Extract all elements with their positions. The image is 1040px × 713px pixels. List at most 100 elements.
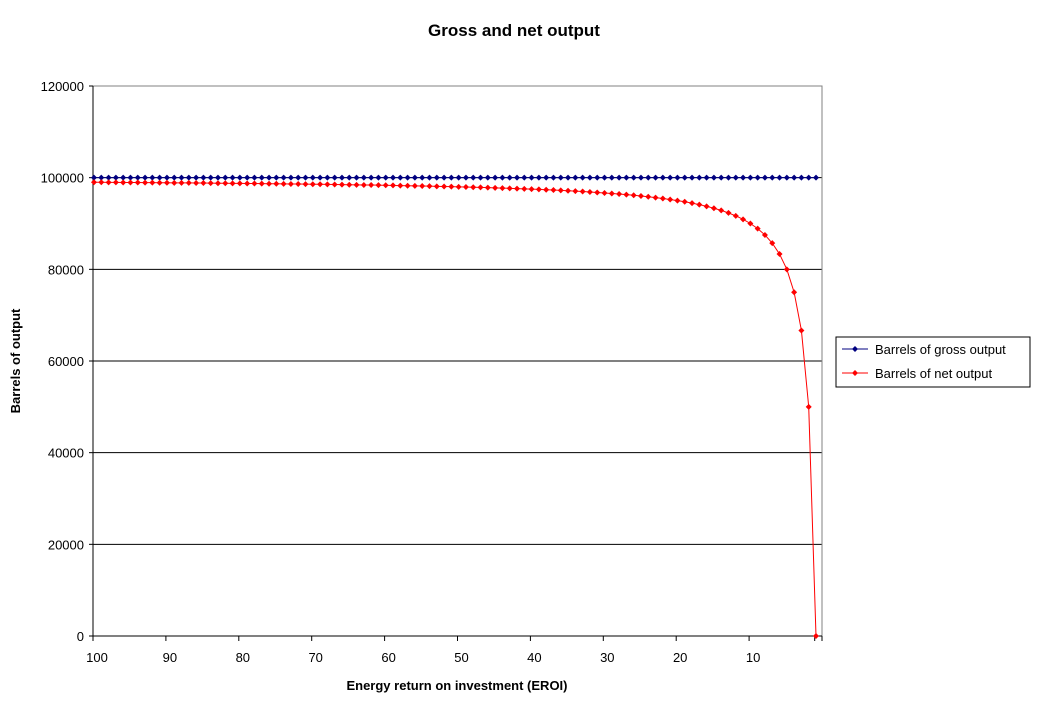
data-point <box>127 174 134 181</box>
data-point <box>477 174 484 181</box>
data-point <box>506 174 513 181</box>
data-point <box>229 180 236 187</box>
legend-marker-gross <box>852 346 858 352</box>
data-point <box>637 193 644 199</box>
data-point <box>207 180 214 187</box>
data-point <box>156 174 163 181</box>
data-point <box>287 180 294 187</box>
data-point <box>594 174 601 181</box>
y-tick-labels: 0 20000 40000 60000 80000 100000 120000 <box>41 79 84 644</box>
data-point <box>163 179 170 186</box>
data-point <box>572 188 579 195</box>
data-point <box>579 188 586 195</box>
data-point <box>185 174 192 181</box>
data-point <box>120 174 127 181</box>
data-point <box>630 192 637 199</box>
data-point <box>178 174 185 181</box>
data-point <box>710 205 717 212</box>
data-point <box>732 212 739 219</box>
data-point <box>608 190 615 197</box>
x-tick-label: 80 <box>236 650 250 665</box>
x-tick-label: 10 <box>746 650 760 665</box>
y-tick-label: 80000 <box>48 262 84 277</box>
data-point <box>375 182 382 189</box>
data-point <box>360 174 367 181</box>
legend-label-gross: Barrels of gross output <box>875 342 1006 357</box>
data-point <box>703 203 710 210</box>
data-point <box>404 182 411 189</box>
data-point <box>171 179 178 186</box>
data-point <box>667 196 674 203</box>
y-tick-label: 40000 <box>48 446 84 461</box>
gridlines <box>93 85 822 545</box>
data-point <box>338 181 345 188</box>
y-axis-label: Barrels of output <box>8 308 23 413</box>
data-point <box>740 174 747 181</box>
data-point <box>652 194 659 201</box>
series-layer <box>91 174 819 639</box>
legend-box <box>835 336 1031 388</box>
data-point <box>353 181 360 188</box>
data-point <box>309 174 316 181</box>
data-point <box>572 174 579 181</box>
data-point <box>535 174 542 181</box>
data-point <box>725 209 732 216</box>
data-point <box>266 174 273 181</box>
data-point <box>222 174 229 181</box>
x-tick-label: 50 <box>454 650 468 665</box>
data-point <box>441 174 448 181</box>
data-point <box>462 184 469 191</box>
x-tick-label: 20 <box>673 650 687 665</box>
x-tick-label: 100 <box>86 650 108 665</box>
data-point <box>754 225 761 232</box>
data-point <box>193 174 200 181</box>
data-point <box>630 174 637 181</box>
axes <box>89 85 823 641</box>
data-point <box>112 174 119 181</box>
data-point <box>747 220 754 227</box>
data-point <box>499 174 506 181</box>
data-point <box>470 184 477 191</box>
data-point <box>317 181 324 188</box>
data-point <box>550 187 557 194</box>
data-point <box>382 174 389 181</box>
data-point <box>565 187 572 194</box>
data-point <box>441 183 448 190</box>
data-point <box>689 174 696 181</box>
data-point <box>258 174 265 181</box>
y-tick-label: 120000 <box>41 79 84 94</box>
data-point <box>346 181 353 188</box>
data-point <box>214 180 221 187</box>
data-point <box>411 174 418 181</box>
data-point <box>798 174 805 181</box>
x-tick-label: 40 <box>527 650 541 665</box>
data-point <box>703 174 710 181</box>
data-point <box>222 180 229 187</box>
data-point <box>353 174 360 181</box>
data-point <box>375 174 382 181</box>
data-point <box>244 174 251 181</box>
data-point <box>455 183 462 190</box>
legend-marker-net <box>852 370 858 376</box>
data-point <box>783 174 790 181</box>
data-point <box>331 174 338 181</box>
data-point <box>368 174 375 181</box>
data-point <box>185 179 192 186</box>
data-point <box>331 181 338 188</box>
data-point <box>142 179 149 186</box>
data-point <box>462 174 469 181</box>
data-point <box>616 174 623 181</box>
data-point <box>455 174 462 181</box>
data-point <box>280 180 287 187</box>
data-point <box>718 174 725 181</box>
data-point <box>791 289 798 296</box>
data-point <box>448 183 455 190</box>
data-point <box>616 191 623 198</box>
data-point <box>207 174 214 181</box>
legend: Barrels of gross output Barrels of net o… <box>835 336 1031 388</box>
x-tick-label: 60 <box>381 650 395 665</box>
data-point <box>134 174 141 181</box>
x-axis-label: Energy return on investment (EROI) <box>346 678 567 693</box>
series-1 <box>91 179 819 639</box>
